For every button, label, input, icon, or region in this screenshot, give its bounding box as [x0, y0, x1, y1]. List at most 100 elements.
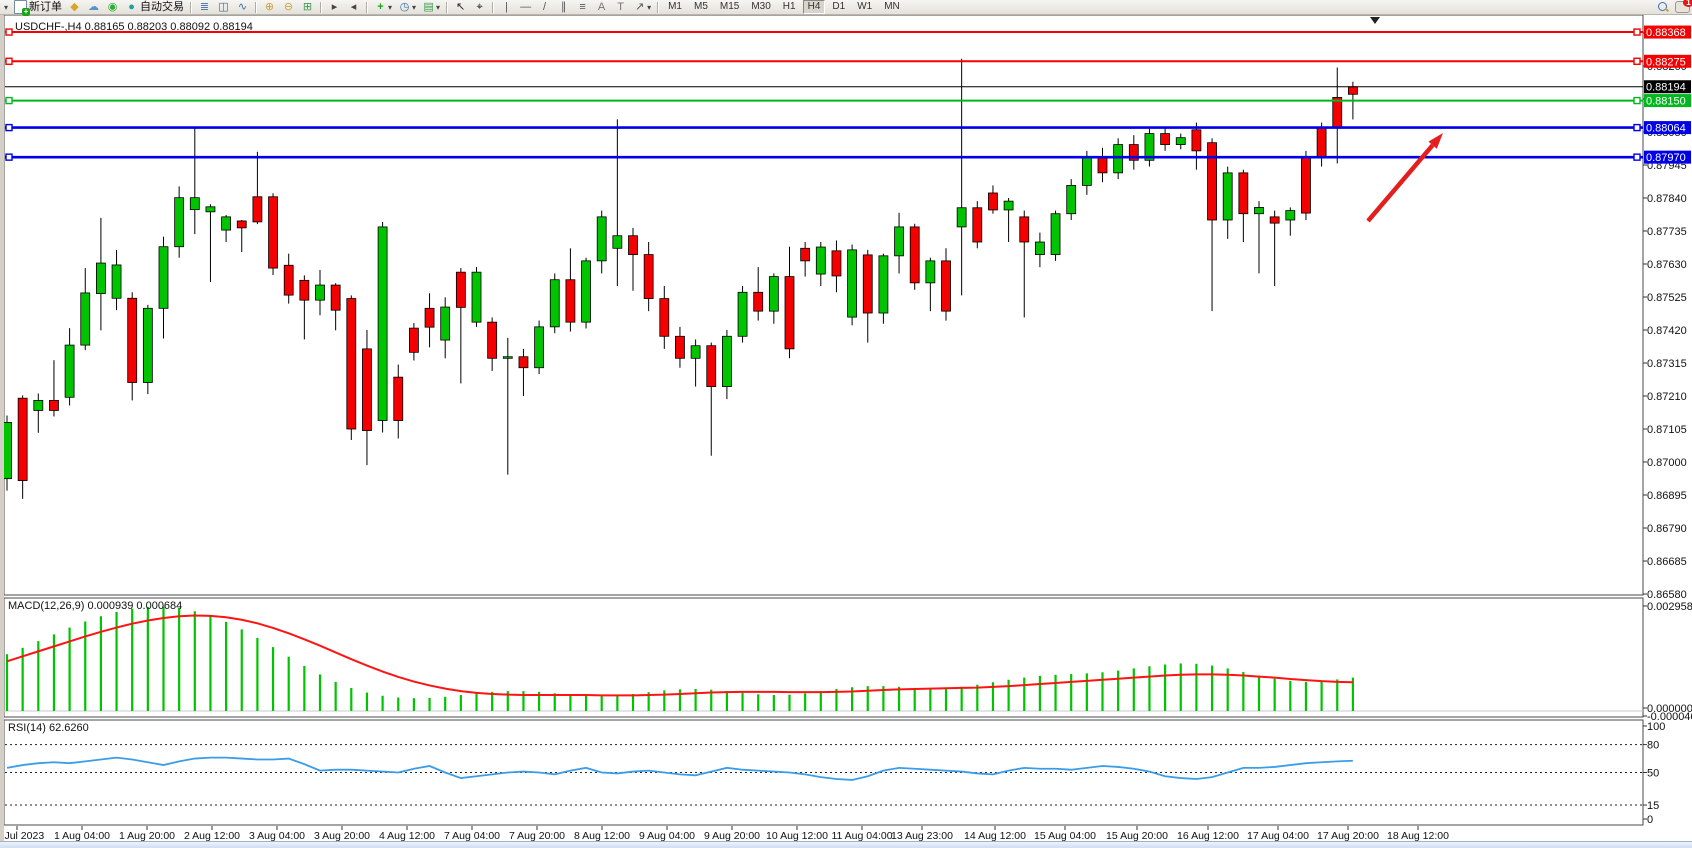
signals-button[interactable]: ◉	[103, 1, 122, 14]
indicators-icon: +	[377, 0, 384, 13]
trend-arrow[interactable]	[1366, 133, 1443, 223]
line-handle[interactable]	[5, 123, 13, 132]
timeframe-button-m30[interactable]: M30	[751, 1, 771, 12]
autotrade-icon: ●	[128, 0, 135, 13]
arrows-tool[interactable]: ↗ ▾	[634, 0, 652, 13]
line-handle[interactable]	[1633, 153, 1641, 161]
chart-shift-marker[interactable]	[1370, 17, 1380, 24]
periods-button[interactable]: ◷ ▾	[399, 0, 417, 13]
new-order-button[interactable]: + 新订单	[11, 0, 65, 16]
text-label-icon: T	[617, 0, 624, 13]
line-handle[interactable]	[1633, 57, 1641, 65]
notification-badge: 1	[1683, 0, 1692, 7]
publish-button[interactable]: ☁	[84, 1, 103, 14]
candle	[831, 250, 842, 277]
candle	[1066, 185, 1077, 215]
indicators-button[interactable]: + ▾	[371, 1, 395, 14]
green-line[interactable]	[5, 96, 1643, 105]
rsi-tick-label: 15	[1647, 800, 1659, 812]
candle	[424, 307, 435, 328]
auto-scroll-button[interactable]: ▸	[325, 1, 344, 14]
fibonacci-tool[interactable]: ≡	[573, 1, 592, 14]
chat-icon[interactable]: 1	[1675, 0, 1692, 13]
line-chart-icon: ∿	[237, 0, 248, 13]
candle	[565, 279, 576, 323]
horizontal-line-tool[interactable]: —	[516, 1, 535, 14]
line-handle[interactable]	[5, 28, 13, 36]
candle	[299, 279, 310, 301]
candle	[362, 348, 372, 431]
trend-arrow-shaft[interactable]	[1366, 143, 1435, 223]
crosshair-tool-button[interactable]: ⌖	[470, 1, 489, 14]
timeframe-button-m5[interactable]: M5	[693, 1, 708, 12]
cursor-tool-button[interactable]: ↖	[451, 1, 470, 14]
text-tool[interactable]: A	[592, 1, 611, 14]
candle	[1050, 213, 1061, 255]
blue-line-upper[interactable]	[5, 123, 1643, 132]
zoom-in-button[interactable]: ⊕	[260, 1, 279, 14]
time-tick-label: 7 Aug 04:00	[444, 830, 500, 842]
red-line-upper[interactable]	[5, 28, 1643, 36]
time-tick-label: 2 Aug 12:00	[184, 830, 240, 842]
search-icon[interactable]	[1657, 1, 1669, 13]
price-tick-label: 0.86580	[1647, 589, 1687, 601]
vertical-line-icon: |	[505, 0, 508, 13]
blue-line-lower[interactable]	[5, 153, 1643, 161]
timeframe-button-h4[interactable]: H4	[802, 0, 826, 14]
candlestick-chart-button[interactable]: ◫	[214, 1, 233, 14]
menu-caret-icon[interactable]: ▾	[4, 2, 9, 12]
arrow-tools-icon: ↗	[634, 0, 645, 13]
zoom-out-icon: ⊖	[283, 0, 294, 13]
line-handle[interactable]	[1633, 96, 1641, 105]
timeframe-button-mn[interactable]: MN	[884, 1, 900, 12]
candle	[1113, 144, 1124, 174]
timeframe-button-d1[interactable]: D1	[832, 1, 846, 12]
candle	[628, 235, 638, 255]
macd-tick-label: 0.000000	[1647, 703, 1692, 715]
trendline-tool[interactable]: /	[535, 1, 554, 14]
trendline-icon: /	[543, 0, 547, 13]
auto-trading-button[interactable]: ● 自动交易	[122, 1, 187, 14]
candle	[659, 298, 670, 337]
line-handle[interactable]	[1633, 123, 1641, 132]
vertical-line-tool[interactable]: |	[497, 1, 516, 14]
price-tick-label: 0.87000	[1647, 457, 1687, 469]
candle	[1144, 133, 1155, 161]
templates-button[interactable]: ▤ ▾	[423, 0, 441, 13]
line-chart-button[interactable]: ∿	[233, 1, 252, 14]
line-handle[interactable]	[5, 96, 13, 105]
chart-shift-button[interactable]: ◂	[344, 1, 363, 14]
macd-tick-label: 0.002958	[1647, 601, 1692, 613]
tile-windows-button[interactable]: ⊞	[298, 1, 317, 14]
timeframe-button-m15[interactable]: M15	[719, 1, 740, 12]
candle	[1222, 172, 1233, 221]
red-line-lower[interactable]	[5, 57, 1643, 65]
time-axis[interactable]: 31 Jul 2023 1 Aug 04:00 1 Aug 20:00 2 Aug 1…	[0, 826, 1449, 842]
blue-line-lower-tag-label: 0.87970	[1646, 152, 1686, 164]
macd-pane	[3, 597, 1644, 718]
time-tick-label: 1 Aug 04:00	[54, 830, 110, 842]
timeframe-button-w1[interactable]: W1	[857, 1, 873, 12]
zoom-out-button[interactable]: ⊖	[279, 1, 298, 14]
timeframe-button-h1[interactable]: H1	[782, 1, 796, 12]
candlestick-series	[2, 58, 1358, 499]
candle	[1175, 137, 1186, 145]
macd-signal-line	[6, 614, 1353, 697]
timeframe-button-m1[interactable]: M1	[668, 1, 682, 12]
line-handle[interactable]	[5, 153, 13, 161]
candle	[487, 321, 498, 359]
paint-bucket-button[interactable]: ◆	[65, 1, 84, 14]
price-tick-label: 0.86685	[1647, 556, 1687, 568]
line-handle[interactable]	[5, 57, 13, 65]
main-price-pane	[3, 14, 1644, 596]
auto-scroll-icon: ▸	[331, 0, 338, 13]
line-handle[interactable]	[1633, 28, 1641, 36]
text-label-tool[interactable]: T	[611, 1, 630, 14]
rsi-tick-label: 50	[1647, 768, 1659, 780]
channel-tool[interactable]: ∥	[554, 1, 573, 14]
rsi-tick-label: 0	[1647, 814, 1653, 826]
candle	[862, 254, 873, 314]
publish-icon: ☁	[88, 0, 100, 13]
bar-chart-button[interactable]: ≣	[195, 1, 214, 14]
